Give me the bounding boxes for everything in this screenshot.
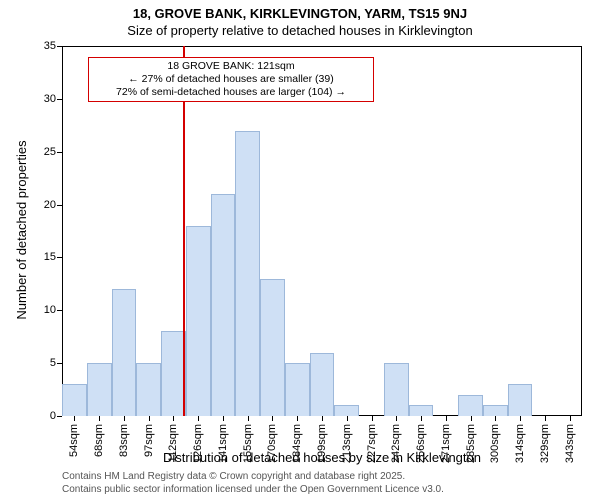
xtick-mark bbox=[99, 416, 100, 421]
xtick-mark bbox=[297, 416, 298, 421]
xtick-mark bbox=[372, 416, 373, 421]
y-axis-label: Number of detached properties bbox=[14, 0, 29, 230]
histogram-bar bbox=[483, 405, 508, 416]
plot-area: 0510152025303554sqm68sqm83sqm97sqm112sqm… bbox=[62, 46, 582, 416]
histogram-bar bbox=[186, 226, 211, 416]
callout-line: 18 GROVE BANK: 121sqm bbox=[101, 60, 361, 73]
histogram-bar bbox=[87, 363, 112, 416]
footer-line-2: Contains public sector information licen… bbox=[62, 483, 444, 496]
footer-line-1: Contains HM Land Registry data © Crown c… bbox=[62, 470, 444, 483]
xtick-mark bbox=[396, 416, 397, 421]
title-main: 18, GROVE BANK, KIRKLEVINGTON, YARM, TS1… bbox=[0, 6, 600, 21]
xtick-mark bbox=[198, 416, 199, 421]
histogram-bar bbox=[235, 131, 260, 416]
callout-line: ← 27% of detached houses are smaller (39… bbox=[101, 73, 361, 86]
xtick-mark bbox=[446, 416, 447, 421]
histogram-bar bbox=[310, 353, 335, 416]
xtick-mark bbox=[124, 416, 125, 421]
footer-attribution: Contains HM Land Registry data © Crown c… bbox=[62, 470, 444, 496]
xtick-mark bbox=[248, 416, 249, 421]
ytick-label: 25 bbox=[44, 146, 62, 158]
ytick-label: 0 bbox=[50, 410, 62, 422]
ytick-label: 10 bbox=[44, 304, 62, 316]
xtick-mark bbox=[173, 416, 174, 421]
xtick-mark bbox=[322, 416, 323, 421]
histogram-bar bbox=[285, 363, 310, 416]
ytick-label: 15 bbox=[44, 251, 62, 263]
titles: 18, GROVE BANK, KIRKLEVINGTON, YARM, TS1… bbox=[0, 0, 600, 38]
histogram-bar bbox=[260, 279, 285, 416]
histogram-bar bbox=[409, 405, 434, 416]
chart-container: 18, GROVE BANK, KIRKLEVINGTON, YARM, TS1… bbox=[0, 0, 600, 500]
xtick-mark bbox=[149, 416, 150, 421]
title-sub: Size of property relative to detached ho… bbox=[0, 23, 600, 38]
callout-box: 18 GROVE BANK: 121sqm← 27% of detached h… bbox=[88, 57, 374, 102]
ytick-label: 30 bbox=[44, 93, 62, 105]
xtick-mark bbox=[471, 416, 472, 421]
histogram-bar bbox=[112, 289, 137, 416]
xtick-mark bbox=[272, 416, 273, 421]
callout-line: 72% of semi-detached houses are larger (… bbox=[101, 86, 361, 99]
xtick-mark bbox=[74, 416, 75, 421]
xtick-mark bbox=[570, 416, 571, 421]
histogram-bar bbox=[508, 384, 533, 416]
histogram-bar bbox=[62, 384, 87, 416]
histogram-bar bbox=[211, 194, 236, 416]
histogram-bar bbox=[136, 363, 161, 416]
ytick-label: 5 bbox=[50, 357, 62, 369]
histogram-bar bbox=[458, 395, 483, 416]
xtick-mark bbox=[495, 416, 496, 421]
x-axis-label: Distribution of detached houses by size … bbox=[62, 450, 582, 465]
ytick-label: 20 bbox=[44, 199, 62, 211]
xtick-mark bbox=[421, 416, 422, 421]
xtick-mark bbox=[545, 416, 546, 421]
histogram-bar bbox=[384, 363, 409, 416]
ytick-label: 35 bbox=[44, 40, 62, 52]
histogram-bar bbox=[334, 405, 359, 416]
xtick-mark bbox=[520, 416, 521, 421]
xtick-mark bbox=[223, 416, 224, 421]
xtick-mark bbox=[347, 416, 348, 421]
